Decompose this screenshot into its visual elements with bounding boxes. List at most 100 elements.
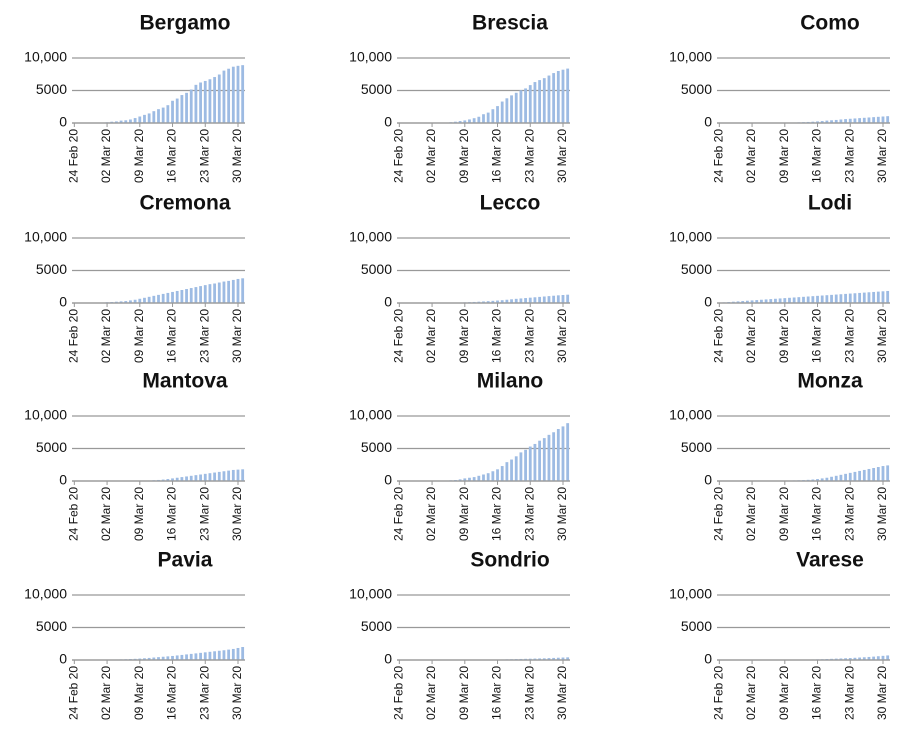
x-tick-label: 30 Mar 20 [555,487,569,541]
x-tick-label: 16 Mar 20 [490,129,504,183]
y-tick-label: 10,000 [349,586,392,602]
x-tick-label: 09 Mar 20 [457,666,471,720]
chart-title: Milano [477,370,544,393]
y-tick-label: 10,000 [349,49,392,65]
bar [472,118,476,123]
x-tick-label: 23 Mar 20 [842,309,856,363]
y-tick-label: 10,000 [24,49,67,65]
y-tick-label: 0 [384,294,392,310]
bar [185,92,188,123]
bar [124,301,128,303]
x-tick-label: 09 Mar 20 [777,129,791,183]
bar [203,473,207,481]
y-tick-label: 10,000 [349,407,392,423]
y-tick-label: 5000 [681,618,712,634]
bar [129,119,132,123]
bar [524,298,527,303]
bar [811,296,815,303]
bar [848,472,852,481]
bar [561,657,565,660]
x-tick-label: 30 Mar 20 [875,487,889,541]
x-tick-label: 02 Mar 20 [99,309,113,363]
bar [867,292,871,303]
x-tick-label: 24 Feb 20 [67,309,81,363]
x-tick-label: 09 Mar 20 [132,487,146,541]
bar [867,656,871,660]
bar [830,120,833,123]
bar [138,116,142,123]
bar [180,95,184,123]
bar [820,478,824,481]
bar [171,291,174,303]
bar [161,656,165,660]
bar [143,658,146,660]
bar [881,291,885,303]
x-tick-label: 16 Mar 20 [810,487,824,541]
bar [463,478,467,481]
bar [820,295,824,303]
bar [834,658,838,660]
x-tick-label: 24 Feb 20 [712,487,726,541]
y-tick-label: 0 [59,472,67,488]
bar [241,469,245,481]
bar [886,116,890,123]
y-tick-label: 0 [704,651,712,667]
x-tick-label: 09 Mar 20 [457,487,471,541]
y-tick-label: 0 [59,294,67,310]
bar [547,658,551,660]
bar [533,297,537,303]
bar [566,657,570,660]
chart-title: Cremona [139,192,230,215]
bar [180,477,184,481]
bar [227,649,231,660]
bar [213,77,217,123]
bar [129,300,132,303]
bar [133,299,137,303]
bar [194,475,198,481]
chart-title: Como [800,12,860,35]
bar [505,98,509,123]
bar [189,288,193,303]
bar [872,468,876,481]
y-tick-label: 5000 [681,81,712,97]
bar [241,65,245,123]
x-tick-label: 30 Mar 20 [230,666,244,720]
bar [194,653,198,660]
x-tick-label: 16 Mar 20 [490,487,504,541]
bar [811,479,815,481]
bar [199,652,202,660]
bar [839,294,843,303]
bar [147,113,151,123]
bar [477,475,481,481]
y-tick-label: 0 [59,114,67,130]
bar [528,297,532,303]
bar [227,280,231,303]
y-tick-label: 0 [59,651,67,667]
bar [839,474,843,481]
x-tick-label: 09 Mar 20 [457,129,471,183]
bar [138,658,142,660]
bar [755,300,759,303]
bar [533,443,537,481]
bar [867,468,871,481]
x-tick-label: 30 Mar 20 [875,666,889,720]
bar [844,658,847,660]
bar [213,283,217,303]
bar [538,658,542,660]
x-tick-label: 02 Mar 20 [99,487,113,541]
bar [547,75,551,123]
x-tick-label: 24 Feb 20 [712,666,726,720]
bar [556,657,560,660]
bar [556,429,560,481]
bar [496,300,499,303]
x-tick-label: 23 Mar 20 [522,666,536,720]
bar [171,655,174,660]
chart-title: Bergamo [139,12,230,35]
x-tick-label: 30 Mar 20 [875,129,889,183]
bar [561,295,565,303]
x-tick-label: 16 Mar 20 [165,129,179,183]
bar [538,440,542,481]
bar [825,295,829,303]
x-tick-label: 24 Feb 20 [392,487,406,541]
bar [147,296,151,303]
